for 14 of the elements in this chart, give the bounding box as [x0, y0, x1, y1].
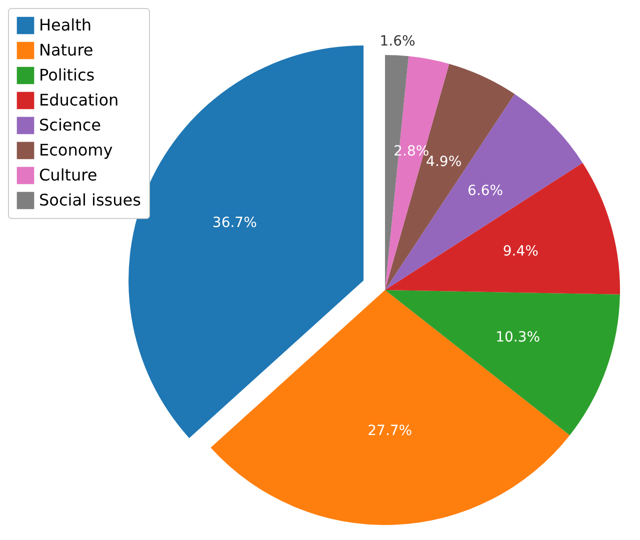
legend-label: Social issues: [39, 190, 141, 210]
data-label: 6.6%: [468, 182, 504, 199]
legend-label: Science: [39, 116, 102, 134]
legend-label: Health: [39, 16, 92, 34]
data-label: 27.7%: [368, 422, 412, 439]
legend-label: Economy: [39, 140, 113, 160]
legend-label: Culture: [39, 166, 98, 184]
data-label: 9.4%: [502, 244, 538, 260]
data-label: 36.7%: [212, 215, 257, 232]
legend-label: Politics: [39, 66, 95, 84]
legend-label: Nature: [39, 40, 94, 60]
legend-label: Education: [39, 90, 119, 110]
data-label: 10.3%: [496, 329, 540, 346]
data-label: 1.6%: [380, 33, 416, 50]
